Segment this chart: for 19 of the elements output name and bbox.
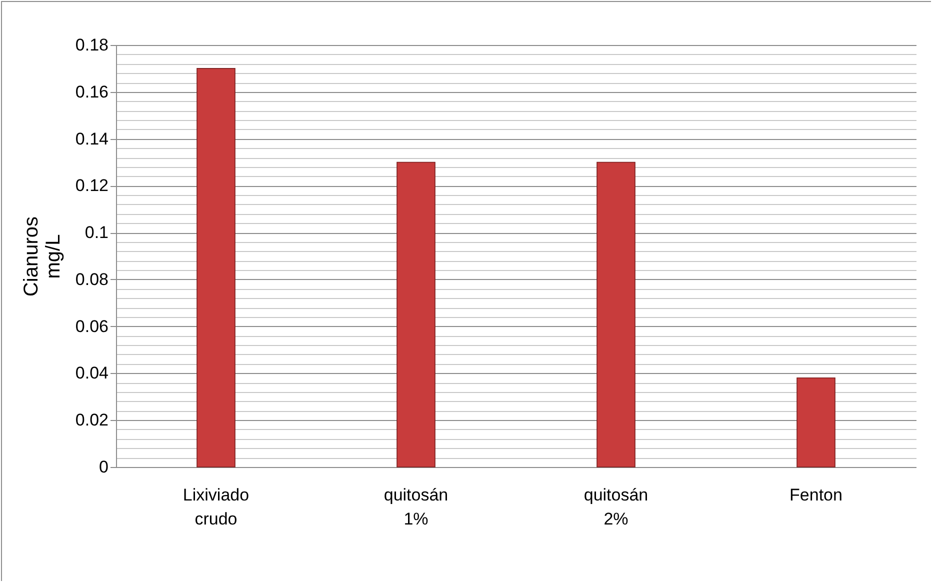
y-tick-label: 0.18 (75, 36, 108, 54)
y-axis-title: Cianuros mg/L (20, 216, 64, 297)
bar (396, 162, 436, 468)
y-tick-label: 0.1 (84, 223, 108, 242)
x-tick-label: Fenton (790, 486, 842, 504)
x-tick-label: quitosán 2% (584, 486, 648, 528)
bar (196, 68, 236, 468)
y-tick-label: 0.04 (75, 364, 108, 383)
x-tick-label: Lixiviado crudo (182, 486, 250, 528)
y-tick-label: 0.06 (75, 316, 108, 336)
x-tick-label: quitosán 1% (384, 486, 448, 528)
bar (596, 162, 636, 468)
bar (796, 378, 836, 468)
y-tick-label: 0.08 (75, 270, 108, 289)
y-tick-label: 0.02 (75, 410, 108, 430)
y-tick-label: 0.12 (75, 176, 108, 196)
y-tick-label: 0.14 (75, 129, 108, 148)
y-tick-label: 0 (99, 458, 108, 476)
y-tick-label: 0.16 (75, 82, 108, 102)
